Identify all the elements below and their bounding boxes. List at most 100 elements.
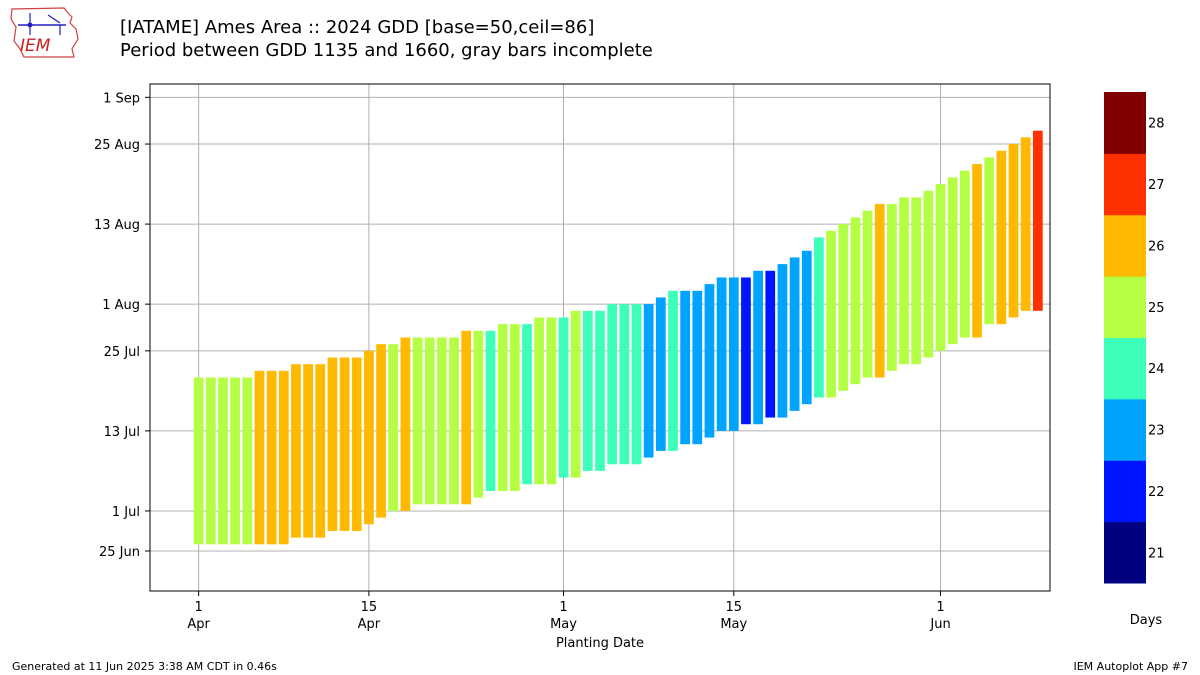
y-tick-label: 25 Jun — [99, 545, 140, 560]
gdd-bar — [850, 217, 861, 385]
y-axis: 25 Jun 1 Jul 13 Jul 25 Jul 1 Aug 13 Aug 25 Aug… — [94, 91, 150, 560]
app-note: IEM Autoplot App #7 — [1073, 660, 1188, 673]
gdd-bar — [692, 290, 703, 445]
gdd-bar — [327, 357, 338, 531]
gdd-bar — [1008, 144, 1019, 318]
colorbar-tick-label: 22 — [1148, 485, 1165, 500]
colorbar-tick-label: 25 — [1148, 301, 1165, 316]
colorbar-tick-label: 24 — [1148, 362, 1165, 377]
gdd-bar — [546, 317, 557, 485]
gdd-bar — [522, 324, 532, 485]
gdd-bar — [193, 377, 204, 545]
gdd-bar — [814, 237, 824, 398]
x-axis-label: Planting Date — [556, 636, 644, 651]
x-tick-month: May — [720, 617, 747, 632]
colorbar-tick-label: 28 — [1148, 117, 1165, 132]
gdd-bar — [862, 210, 873, 378]
colorbar-swatch — [1104, 276, 1146, 339]
gdd-bar — [534, 317, 545, 485]
gdd-bar — [205, 377, 216, 545]
gdd-bar — [947, 177, 958, 345]
gdd-bar — [753, 270, 763, 425]
gdd-bar — [704, 284, 715, 438]
colorbar-swatch — [1104, 337, 1146, 400]
gdd-bar — [291, 364, 301, 538]
y-tick-label: 25 Jul — [104, 345, 140, 360]
gdd-bar — [315, 364, 326, 538]
colorbar-tick-label: 23 — [1148, 424, 1165, 439]
gdd-bar — [364, 350, 374, 525]
colorbar-tick-label: 27 — [1148, 178, 1165, 193]
gdd-bar — [935, 184, 946, 351]
gdd-bar — [801, 250, 812, 405]
chart-subtitle: Period between GDD 1135 and 1660, gray b… — [120, 40, 653, 61]
gdd-bar — [376, 344, 386, 518]
colorbar-swatch — [1104, 214, 1146, 277]
gdd-bar — [485, 330, 496, 491]
x-tick-day: 15 — [361, 600, 378, 615]
gdd-bar — [303, 364, 313, 538]
gdd-bar — [619, 304, 630, 465]
gdd-bar — [631, 304, 642, 465]
gdd-bar — [838, 224, 849, 391]
colorbar-tick-label: 26 — [1148, 239, 1165, 254]
gdd-bar — [461, 330, 472, 505]
x-tick-month: May — [550, 617, 577, 632]
x-tick-month: Jun — [929, 617, 950, 632]
chart-title: [IATAME] Ames Area :: 2024 GDD [base=50,… — [120, 17, 595, 38]
gdd-bar — [826, 230, 836, 398]
gdd-bar — [254, 370, 265, 545]
x-tick-day: 1 — [195, 600, 203, 615]
gdd-bar — [1020, 137, 1031, 311]
iem-logo: IEM — [10, 7, 79, 58]
x-tick-day: 1 — [936, 600, 944, 615]
gdd-bar — [242, 377, 253, 545]
colorbar-swatch — [1104, 521, 1146, 584]
gdd-bar — [874, 204, 885, 378]
generated-note: Generated at 11 Jun 2025 3:38 AM CDT in … — [12, 660, 277, 673]
gdd-bar — [595, 310, 605, 471]
colorbar-swatch — [1104, 153, 1146, 216]
gdd-bar — [582, 310, 593, 471]
gdd-bar — [887, 204, 897, 371]
gdd-bar — [765, 270, 776, 418]
gdd-bar — [473, 330, 484, 498]
y-tick-label: 1 Aug — [102, 298, 140, 313]
colorbar-label: Days — [1130, 613, 1163, 628]
colorbar-swatch — [1104, 460, 1146, 523]
gdd-bar — [996, 150, 1007, 325]
colorbar-swatch — [1104, 92, 1146, 154]
y-tick-label: 25 Aug — [94, 138, 140, 153]
gdd-bar — [278, 370, 289, 545]
x-axis: 1 Apr 15 Apr 1 May 15 May 1 Jun — [187, 591, 951, 632]
gdd-bar — [789, 257, 800, 411]
x-tick-month: Apr — [358, 617, 381, 632]
gdd-bar — [668, 290, 678, 451]
plot-frame — [149, 83, 1051, 592]
y-tick-label: 13 Aug — [94, 218, 140, 233]
gdd-bar — [607, 304, 618, 465]
gdd-bar — [400, 337, 411, 511]
gdd-bar — [984, 157, 995, 325]
gdd-bar — [351, 357, 362, 531]
gdd-bar — [449, 337, 459, 505]
gdd-bar — [388, 344, 399, 511]
x-tick-day: 15 — [726, 600, 743, 615]
gdd-bar — [266, 370, 277, 545]
gdd-bar — [960, 170, 970, 338]
gdd-bar — [777, 264, 788, 418]
gdd-bar — [643, 304, 654, 458]
gdd-bar — [741, 277, 751, 425]
gdd-bar — [680, 290, 690, 445]
gdd-bar — [716, 277, 727, 431]
gdd-bar — [911, 197, 922, 365]
gdd-bar — [424, 337, 435, 505]
gdd-bar — [972, 164, 982, 338]
y-tick-label: 13 Jul — [104, 425, 140, 440]
x-tick-month: Apr — [187, 617, 210, 632]
gdd-bar — [339, 357, 350, 531]
gdd-bar — [412, 337, 423, 505]
colorbar-swatch — [1104, 398, 1146, 461]
gdd-bar — [218, 377, 228, 545]
gdd-bar — [1032, 130, 1043, 311]
